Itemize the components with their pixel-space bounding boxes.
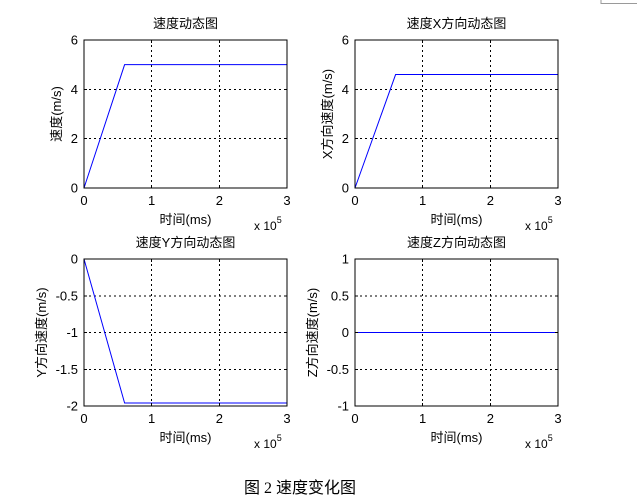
- x-scale-exponent: 5: [548, 215, 553, 225]
- y-tick-label: -1: [66, 325, 78, 340]
- x-tick-label: 0: [80, 411, 87, 426]
- x-scale-exponent: 5: [277, 215, 282, 225]
- series: [83, 64, 287, 189]
- y-tick-label: 0: [71, 181, 78, 196]
- grid: [84, 259, 287, 406]
- ticks: 0 1 2 3 -1 -0.5 0 0.5 1: [327, 252, 562, 427]
- y-tick-label: -0.5: [327, 362, 349, 377]
- x-axis-label: 时间(ms): [431, 212, 483, 227]
- x-tick-label: 0: [351, 193, 358, 208]
- plot-area: [355, 40, 558, 188]
- grid: [355, 40, 558, 188]
- y-axis-label: 速度(m/s): [49, 86, 64, 142]
- series: [354, 74, 558, 189]
- subplot-title: 速度X方向动态图: [407, 16, 507, 31]
- subplot-title: 速度Y方向动态图: [136, 235, 236, 250]
- y-tick-label: -2: [66, 399, 78, 414]
- ticks: 0 1 2 3 0 2 4 6: [71, 33, 291, 209]
- series-line: [354, 74, 558, 189]
- page-corner-mark: [600, 0, 637, 4]
- subplot-speed: 0 1 2 3 0 2 4 6 速度动态图 时间(ms) 速度(m/s) x 105: [49, 16, 291, 233]
- plot-area: [84, 40, 287, 188]
- x-axis-label: 时间(ms): [160, 430, 212, 445]
- ticks: 0 1 2 3 -2 -1.5 -1 -0.5 0: [56, 252, 291, 427]
- x-scale-base: x 10: [525, 437, 548, 451]
- x-tick-label: 3: [554, 193, 561, 208]
- subplot-title: 速度动态图: [153, 16, 218, 31]
- y-tick-label: -1.5: [56, 362, 78, 377]
- y-tick-label: 4: [71, 82, 78, 97]
- x-axis-scale-factor: x 105: [525, 215, 553, 233]
- x-tick-label: 2: [487, 411, 494, 426]
- series-line: [83, 64, 287, 189]
- y-tick-label: 6: [71, 33, 78, 48]
- y-tick-label: 0: [342, 325, 349, 340]
- figure-caption: 图 2 速度变化图: [244, 479, 356, 497]
- x-tick-label: 1: [419, 193, 426, 208]
- x-scale-exponent: 5: [277, 433, 282, 443]
- y-tick-label: 2: [71, 131, 78, 146]
- x-axis-label: 时间(ms): [431, 430, 483, 445]
- x-tick-label: 3: [283, 193, 290, 208]
- y-tick-label: -1: [337, 399, 349, 414]
- x-axis-label: 时间(ms): [160, 212, 212, 227]
- subplot-speed-y: 0 1 2 3 -2 -1.5 -1 -0.5 0 速度Y方向动态图 时间(ms) Y方向速度(…: [34, 235, 291, 451]
- y-tick-label: 0.5: [331, 288, 349, 303]
- series: [83, 258, 287, 404]
- x-axis-scale-factor: x 105: [525, 433, 553, 451]
- x-tick-label: 2: [216, 411, 223, 426]
- x-tick-label: 0: [351, 411, 358, 426]
- y-tick-label: 0: [71, 252, 78, 267]
- x-tick-label: 1: [148, 193, 155, 208]
- x-axis-scale-factor: x 105: [254, 215, 282, 233]
- y-tick-label: 2: [342, 131, 349, 146]
- y-axis-label: Z方向速度(m/s): [305, 288, 320, 378]
- y-axis-label: X方向速度(m/s): [320, 69, 335, 159]
- ticks: 0 1 2 3 0 2 4 6: [342, 33, 562, 209]
- subplot-speed-z: 0 1 2 3 -1 -0.5 0 0.5 1 速度Z方向动态图 时间(ms) Z方向速度(m/…: [305, 235, 562, 451]
- x-tick-label: 3: [554, 411, 561, 426]
- axes-box: [83, 39, 288, 189]
- subplot-speed-x: 0 1 2 3 0 2 4 6 速度X方向动态图 时间(ms) X方向速度(m/s) x 10…: [320, 16, 562, 233]
- x-scale-base: x 10: [254, 437, 277, 451]
- x-tick-label: 3: [283, 411, 290, 426]
- grid: [84, 40, 287, 188]
- x-scale-base: x 10: [525, 219, 548, 233]
- y-tick-label: 4: [342, 82, 349, 97]
- x-tick-label: 1: [419, 411, 426, 426]
- x-tick-label: 0: [80, 193, 87, 208]
- x-scale-base: x 10: [254, 219, 277, 233]
- axes-box: [354, 39, 559, 189]
- x-tick-label: 2: [487, 193, 494, 208]
- x-axis-scale-factor: x 105: [254, 433, 282, 451]
- subplot-title: 速度Z方向动态图: [407, 235, 506, 250]
- x-tick-label: 1: [148, 411, 155, 426]
- y-tick-label: 6: [342, 33, 349, 48]
- series-line: [83, 258, 287, 404]
- y-tick-label: -0.5: [56, 288, 78, 303]
- y-tick-label: 0: [342, 181, 349, 196]
- x-scale-exponent: 5: [548, 433, 553, 443]
- x-tick-label: 2: [216, 193, 223, 208]
- y-tick-label: 1: [342, 252, 349, 267]
- y-axis-label: Y方向速度(m/s): [34, 287, 49, 377]
